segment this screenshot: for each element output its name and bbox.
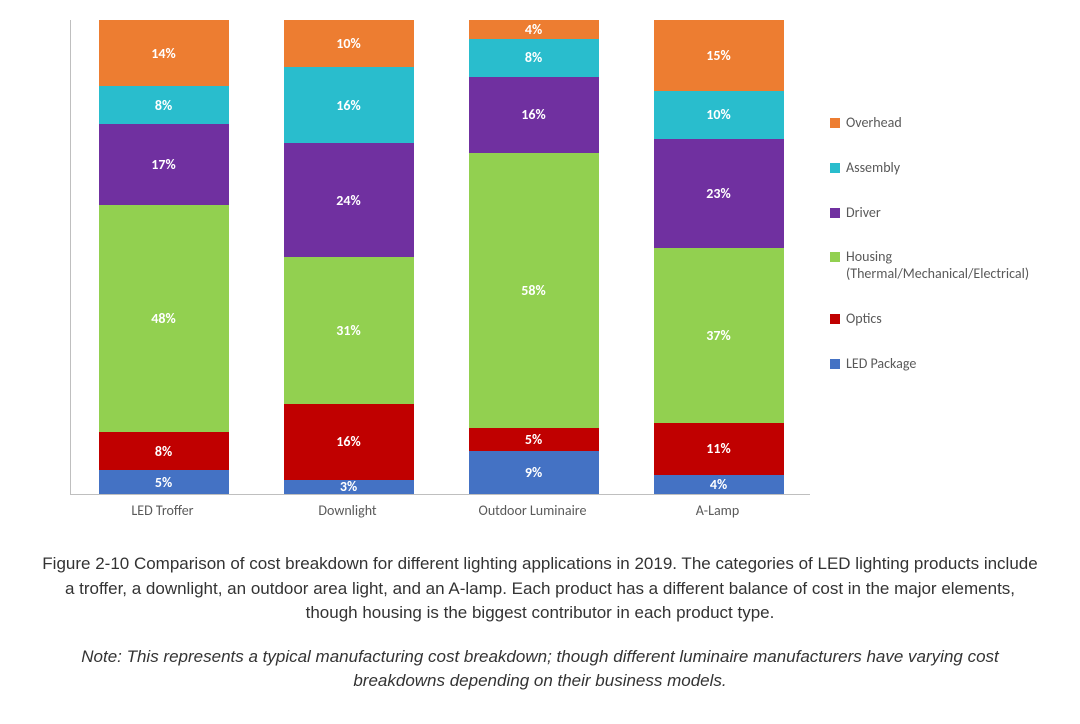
segment-led_package: 3% <box>284 480 414 494</box>
segment-optics: 8% <box>99 432 229 470</box>
x-label: Downlight <box>273 502 423 519</box>
segment-housing: 31% <box>284 257 414 404</box>
legend-label: Optics <box>846 311 1070 328</box>
legend-label: Assembly <box>846 160 1070 177</box>
legend-swatch <box>830 359 840 369</box>
legend-swatch <box>830 208 840 218</box>
legend-swatch <box>830 314 840 324</box>
segment-optics: 11% <box>654 423 784 475</box>
segment-housing: 48% <box>99 205 229 433</box>
segment-assembly: 16% <box>284 67 414 143</box>
figure: 14%8%17%48%8%5%10%16%24%31%16%3%4%8%16%5… <box>0 0 1080 724</box>
segment-overhead: 10% <box>284 20 414 67</box>
legend-label: Housing (Thermal/Mechanical/Electrical) <box>846 249 1070 283</box>
segment-overhead: 4% <box>469 20 599 39</box>
segment-driver: 23% <box>654 139 784 248</box>
figure-note: Note: This represents a typical manufact… <box>40 645 1040 693</box>
bar-outdoor-luminaire: 4%8%16%58%5%9% <box>469 20 599 494</box>
segment-driver: 24% <box>284 143 414 257</box>
segment-assembly: 8% <box>469 39 599 77</box>
bar-led-troffer: 14%8%17%48%8%5% <box>99 20 229 494</box>
legend-swatch <box>830 163 840 173</box>
segment-overhead: 15% <box>654 20 784 91</box>
legend-swatch <box>830 252 840 262</box>
segment-led_package: 4% <box>654 475 784 494</box>
x-label: LED Troffer <box>88 502 238 519</box>
legend-item-driver: Driver <box>830 205 1070 222</box>
legend-swatch <box>830 118 840 128</box>
legend-item-optics: Optics <box>830 311 1070 328</box>
chart-legend: Overhead Assembly Driver Housing (Thermal/M… <box>830 115 1070 401</box>
segment-optics: 5% <box>469 428 599 452</box>
segment-led_package: 5% <box>99 470 229 494</box>
segment-driver: 17% <box>99 124 229 205</box>
segment-housing: 37% <box>654 248 784 423</box>
x-label: Outdoor Luminaire <box>458 502 608 519</box>
x-label: A-Lamp <box>643 502 793 519</box>
legend-item-assembly: Assembly <box>830 160 1070 177</box>
bar-a-lamp: 15%10%23%37%11%4% <box>654 20 784 494</box>
segment-housing: 58% <box>469 153 599 428</box>
segment-overhead: 14% <box>99 20 229 86</box>
legend-item-overhead: Overhead <box>830 115 1070 132</box>
legend-item-led_package: LED Package <box>830 356 1070 373</box>
segment-optics: 16% <box>284 404 414 480</box>
figure-caption: Figure 2-10 Comparison of cost breakdown… <box>40 552 1040 626</box>
segment-led_package: 9% <box>469 451 599 494</box>
legend-label: Driver <box>846 205 1070 222</box>
legend-label: Overhead <box>846 115 1070 132</box>
stacked-bar-chart: 14%8%17%48%8%5%10%16%24%31%16%3%4%8%16%5… <box>70 20 810 495</box>
segment-assembly: 8% <box>99 86 229 124</box>
legend-item-housing: Housing (Thermal/Mechanical/Electrical) <box>830 249 1070 283</box>
segment-assembly: 10% <box>654 91 784 138</box>
segment-driver: 16% <box>469 77 599 153</box>
legend-label: LED Package <box>846 356 1070 373</box>
bar-downlight: 10%16%24%31%16%3% <box>284 20 414 494</box>
